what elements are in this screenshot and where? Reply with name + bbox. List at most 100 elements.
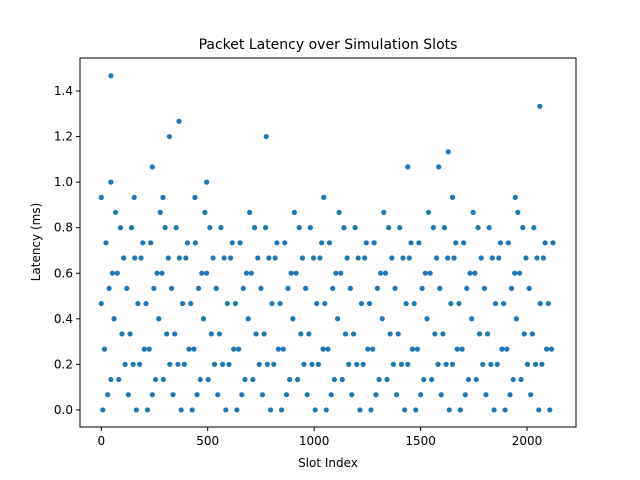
scatter-point [384,376,390,383]
scatter-point [478,255,484,261]
scatter-point [220,361,226,367]
scatter-point [317,255,323,261]
scatter-point [144,407,151,413]
scatter-point [433,255,440,261]
scatter-point [499,346,505,352]
scatter-point [133,407,140,413]
scatter-point [204,179,210,185]
scatter-point [475,225,481,231]
scatter-point [194,392,200,398]
scatter-point [306,331,312,337]
scatter-point [398,361,405,367]
scatter-point [406,255,412,261]
scatter-point [312,407,318,413]
scatter-point [515,209,521,216]
data-points [98,73,556,413]
scatter-point [301,361,307,367]
scatter-point [320,346,326,352]
scatter-point [531,225,537,231]
y-tick-label: 0.6 [54,266,73,280]
scatter-point [462,392,468,398]
scatter-point [277,300,283,307]
scatter-point [178,407,184,413]
scatter-point [192,194,198,200]
scatter-point [319,240,325,246]
scatter-point [393,392,400,398]
scatter-point [488,361,494,367]
scatter-point [545,300,551,307]
scatter-point [489,255,495,261]
scatter-point [195,285,202,291]
scatter-point [516,270,523,276]
scatter-point [521,331,527,337]
y-axis: 0.0 0.2 0.4 0.6 0.8 1.0 1.2 1.4 [54,84,80,417]
scatter-point [451,255,457,261]
scatter-point [502,407,508,413]
scatter-point [461,240,467,246]
scatter-point [167,361,173,367]
scatter-point [456,300,462,307]
scatter-point [486,225,492,231]
scatter-point [349,392,355,398]
scatter-point [492,300,499,307]
scatter-point [421,376,427,383]
scatter-point [449,194,456,200]
scatter-point [154,270,160,276]
scatter-point [116,376,122,383]
scatter-point [323,407,329,413]
scatter-point [137,361,143,367]
scatter-point [216,331,223,337]
scatter-point [170,392,176,398]
scatter-point [418,392,424,398]
scatter-point [143,300,149,307]
scatter-point [304,392,310,398]
scatter-point [100,407,106,413]
scatter-point [197,376,203,383]
scatter-point [464,285,470,291]
scatter-point [508,285,515,291]
scatter-point [111,316,117,322]
scatter-point [446,407,452,413]
scatter-point [336,209,342,216]
scatter-point [459,346,465,352]
x-tick-label: 1500 [405,434,436,448]
scatter-point [373,392,379,398]
scatter-point [106,285,112,291]
scatter-point [374,285,380,291]
scatter-point [189,407,195,413]
scatter-point [346,361,352,367]
y-tick-label: 1.2 [54,130,73,144]
scatter-point [224,300,230,307]
scatter-point [405,361,411,367]
scatter-point [339,376,345,383]
scatter-point [157,209,163,216]
chart-title: Packet Latency over Simulation Slots [199,37,458,53]
scatter-point [205,376,211,383]
scatter-point [294,376,301,383]
scatter-point [333,270,339,276]
scatter-point [360,361,366,367]
scatter-point [183,255,189,261]
scatter-point [496,255,502,261]
scatter-point [512,194,518,200]
scatter-point [267,407,274,413]
scatter-point [243,270,250,276]
scatter-point [504,346,510,352]
scatter-point [263,225,269,231]
scatter-point [247,209,253,216]
scatter-point [548,346,555,352]
scatter-point [368,407,374,413]
scatter-point [352,225,358,231]
scatter-point [307,225,313,231]
scatter-point [237,240,243,246]
scatter-point [529,331,535,337]
scatter-point [392,285,398,291]
scatter-point [445,255,451,261]
scatter-point [366,300,373,307]
scatter-point [227,255,234,261]
scatter-point [303,285,309,291]
scatter-point [269,300,275,307]
scatter-point [165,255,171,261]
scatter-point [202,209,208,216]
scatter-point [180,300,186,307]
